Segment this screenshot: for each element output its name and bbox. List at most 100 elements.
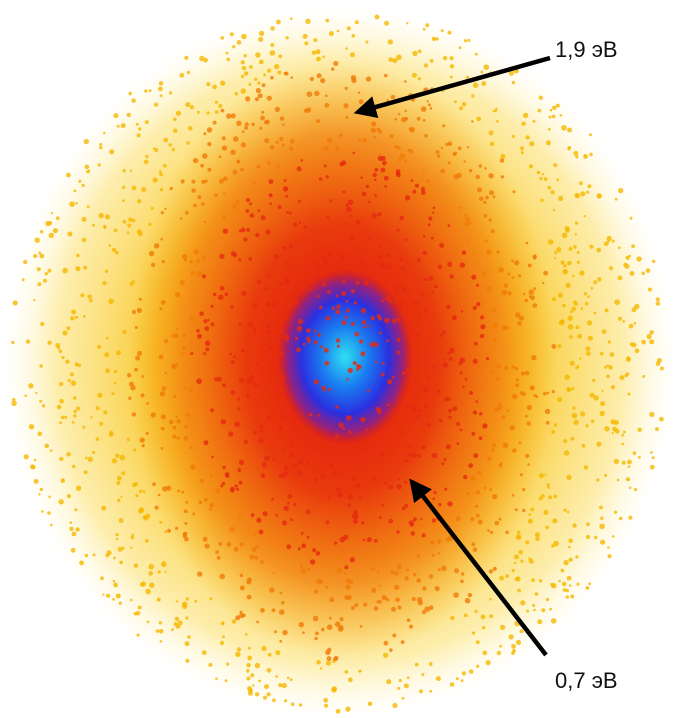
dot [167, 529, 171, 533]
dot [145, 589, 151, 595]
dot [496, 120, 499, 123]
dot [314, 91, 319, 96]
dot [269, 179, 274, 184]
dot [244, 71, 248, 75]
dot [628, 465, 631, 468]
dot [259, 430, 262, 433]
dot [408, 445, 411, 448]
dot [544, 474, 546, 476]
dot [189, 316, 194, 321]
dot [409, 520, 414, 525]
dot [550, 109, 553, 112]
dot [481, 615, 486, 620]
dot [132, 412, 136, 416]
dot [437, 389, 440, 392]
dot [307, 536, 310, 539]
dot [141, 393, 145, 397]
dot [421, 187, 425, 191]
dot [326, 19, 330, 23]
dot [334, 438, 337, 441]
dot [391, 95, 395, 99]
dot [454, 152, 458, 156]
dot [404, 159, 407, 162]
dot [539, 96, 543, 100]
dot [258, 37, 263, 42]
dot [341, 160, 346, 165]
dot [542, 282, 544, 284]
dot [237, 647, 241, 651]
dot [486, 249, 491, 254]
dot [248, 83, 251, 86]
dot [512, 394, 517, 399]
dot [241, 75, 244, 78]
dot [73, 414, 76, 417]
dot [298, 200, 301, 203]
dot [175, 617, 180, 622]
dot [270, 43, 274, 47]
dot [127, 438, 130, 441]
dot [561, 569, 565, 573]
dot [143, 515, 148, 520]
dot [135, 356, 140, 361]
dot [546, 421, 550, 425]
dot [202, 256, 206, 260]
dot [496, 377, 500, 381]
dot [562, 233, 568, 239]
dot [572, 406, 575, 409]
dot [285, 262, 288, 265]
dot [409, 328, 413, 332]
dot [468, 593, 472, 597]
dot [352, 34, 356, 38]
dot [341, 291, 346, 296]
dot [607, 546, 610, 549]
dot [328, 497, 331, 500]
dot [588, 582, 591, 585]
dot [182, 604, 187, 609]
dot [329, 258, 332, 261]
dot [202, 153, 208, 159]
dot [539, 177, 542, 180]
dot [406, 404, 409, 407]
dot [381, 453, 385, 457]
dot [433, 207, 436, 210]
dot [400, 153, 406, 159]
dot [324, 361, 329, 366]
dot [284, 179, 287, 182]
dot [302, 631, 305, 634]
dot [358, 670, 361, 673]
dot [320, 78, 325, 83]
dot [136, 123, 139, 126]
dot [215, 550, 219, 554]
dot [625, 264, 630, 269]
dot [301, 568, 306, 573]
dot [222, 145, 227, 150]
dot [241, 142, 246, 147]
dot [175, 292, 180, 297]
dot [148, 223, 151, 226]
dot [384, 318, 390, 324]
dot [204, 498, 208, 502]
dot [636, 256, 641, 261]
dot [366, 185, 369, 188]
dot [596, 478, 599, 481]
dot [584, 292, 587, 295]
dot [612, 432, 614, 434]
dot [570, 310, 573, 313]
dot [154, 148, 158, 152]
dot [273, 572, 275, 574]
dot [241, 60, 245, 64]
dot [460, 358, 466, 364]
dot [588, 336, 593, 341]
dot [392, 703, 397, 708]
dot [362, 320, 366, 324]
dot [204, 543, 209, 548]
dot [473, 547, 478, 552]
dot [417, 597, 422, 602]
dot [33, 299, 35, 301]
dot [473, 359, 478, 364]
dot [317, 262, 321, 266]
dot [512, 365, 516, 369]
dot [423, 235, 426, 238]
dot [468, 221, 471, 224]
dot [406, 368, 411, 373]
